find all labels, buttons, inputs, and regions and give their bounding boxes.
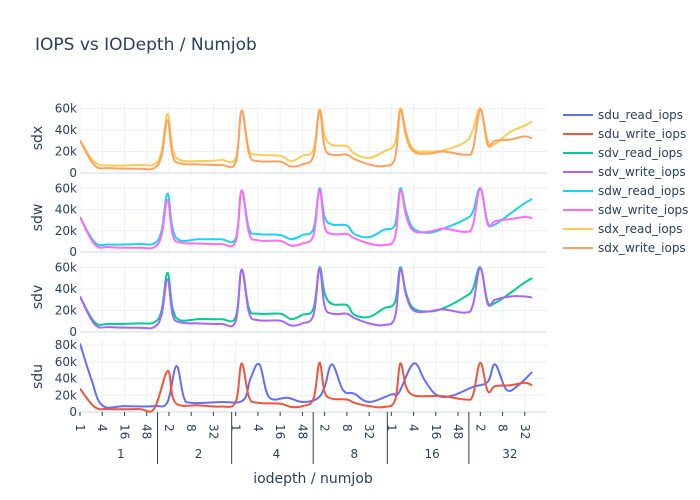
x-tick-label: 8 — [184, 424, 198, 432]
legend-item: sdv_write_iops — [563, 165, 686, 179]
series-line-sdx_read_iops — [80, 107, 533, 167]
panel-sdv: 0 20k 40k 60k sdv — [30, 260, 547, 339]
x-group-label: 4 — [273, 447, 281, 461]
x-group-label: 8 — [350, 447, 358, 461]
y-axis-title: sdx — [30, 126, 46, 150]
x-group-label: 2 — [195, 447, 203, 461]
x-group-label: 32 — [502, 447, 517, 461]
legend-label: sdu_write_iops — [598, 127, 686, 141]
x-axis-title: iodepth / numjob — [253, 471, 373, 487]
legend-item: sdv_read_iops — [563, 146, 683, 160]
y-tick-label: 20k — [55, 303, 77, 317]
y-axis-title: sdu — [30, 364, 46, 389]
x-group-label: 1 — [117, 447, 125, 461]
y-tick-label: 0 — [69, 325, 77, 339]
series-line-sdv_write_iops — [80, 266, 533, 330]
legend-label: sdw_read_iops — [598, 184, 685, 198]
legend-item: sdu_read_iops — [563, 108, 683, 122]
x-tick-label: 2 — [473, 424, 487, 432]
y-tick-label: 0 — [69, 405, 77, 419]
y-tick-label: 40k — [55, 123, 77, 137]
x-tick-label: 32 — [518, 424, 532, 439]
x-tick-label: 16 — [429, 424, 443, 439]
series-line-sdw_read_iops — [80, 187, 533, 247]
x-tick-label: 1 — [384, 424, 398, 432]
x-tick-label: 8 — [340, 424, 354, 432]
y-tick-label: 60k — [55, 355, 77, 369]
legend-label: sdv_read_iops — [598, 146, 683, 160]
series-line-sdu_read_iops — [80, 343, 533, 409]
x-tick-label: 16 — [117, 424, 131, 439]
y-tick-label: 40k — [55, 203, 77, 217]
y-tick-label: 60k — [55, 101, 77, 115]
x-tick-label: 2 — [318, 424, 332, 432]
y-tick-label: 0 — [69, 166, 77, 180]
legend-label: sdx_write_iops — [598, 241, 686, 255]
panel-sdu: 0 20k 40k 60k 80k sdu — [30, 338, 547, 419]
y-tick-label: 20k — [55, 144, 77, 158]
legend-label: sdw_write_iops — [598, 203, 688, 217]
y-tick-label: 60k — [55, 260, 77, 274]
y-tick-label: 40k — [55, 372, 77, 386]
x-axis: 1 4 16 48 2 8 32 1 4 16 48 2 8 32 1 4 16 48 2 8 321 2 4 8 16 32 — [73, 412, 532, 464]
series-line-sdw_write_iops — [80, 187, 533, 250]
x-tick-label: 1 — [73, 424, 87, 432]
y-tick-label: 20k — [55, 388, 77, 402]
x-group-label: 16 — [424, 447, 439, 461]
panel-sdw: 0 20k 40k 60k sdw — [30, 181, 547, 259]
y-tick-label: 0 — [69, 245, 77, 259]
chart-title: IOPS vs IODepth / Numjob — [35, 35, 257, 55]
x-tick-label: 32 — [362, 424, 376, 439]
y-axis-title: sdw — [30, 204, 46, 232]
x-tick-label: 48 — [295, 424, 309, 439]
x-tick-label: 4 — [407, 424, 421, 432]
legend: sdu_read_iops sdu_write_iops sdv_read_iops… — [563, 108, 688, 255]
series-line-sdv_read_iops — [80, 266, 533, 326]
x-tick-label: 16 — [273, 424, 287, 439]
x-tick-label: 4 — [95, 424, 109, 432]
legend-label: sdv_write_iops — [598, 165, 686, 179]
y-tick-label: 80k — [55, 338, 77, 352]
y-tick-label: 40k — [55, 282, 77, 296]
x-tick-label: 48 — [140, 424, 154, 439]
legend-item: sdw_write_iops — [563, 203, 688, 217]
series-line-sdx_write_iops — [80, 108, 533, 171]
y-axis-title: sdv — [30, 285, 46, 309]
legend-item: sdw_read_iops — [563, 184, 685, 198]
panel-sdx: 0 20k 40k 60k sdx — [30, 101, 547, 180]
x-tick-label: 2 — [162, 424, 176, 432]
x-tick-label: 8 — [496, 424, 510, 432]
panels-layer: 020k40k60ksdx020k40k60ksdw020k40k60ksdv0… — [30, 101, 547, 419]
x-tick-label: 4 — [251, 424, 265, 432]
x-tick-label: 32 — [206, 424, 220, 439]
series-line-sdu_write_iops — [80, 361, 533, 413]
x-tick-label: 48 — [451, 424, 465, 439]
legend-item: sdx_write_iops — [563, 241, 686, 255]
y-tick-label: 20k — [55, 224, 77, 238]
y-tick-label: 60k — [55, 181, 77, 195]
legend-label: sdx_read_iops — [598, 222, 683, 236]
legend-item: sdu_write_iops — [563, 127, 686, 141]
legend-label: sdu_read_iops — [598, 108, 683, 122]
x-tick-label: 1 — [229, 424, 243, 432]
legend-item: sdx_read_iops — [563, 222, 683, 236]
